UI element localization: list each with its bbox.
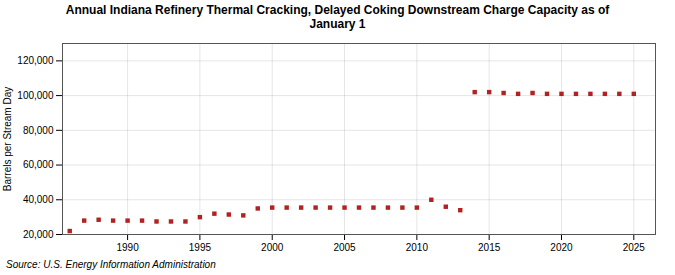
svg-text:2005: 2005 <box>333 242 356 253</box>
svg-text:40,000: 40,000 <box>23 194 54 205</box>
html-text:Annual Indiana Refinery Therma: Annual Indiana Refinery Thermal Cracking… <box>65 3 610 31</box>
svg-text:1990: 1990 <box>116 242 139 253</box>
svg-text:2020: 2020 <box>550 242 573 253</box>
svg-text:Barrels per Stream Day: Barrels per Stream Day <box>2 87 13 191</box>
svg-text:2015: 2015 <box>478 242 501 253</box>
svg-text:1995: 1995 <box>189 242 212 253</box>
html-text:Source: U.S. Energy Informatio: Source: U.S. Energy Information Administ… <box>6 259 216 270</box>
svg-text:60,000: 60,000 <box>23 159 54 170</box>
svg-text:2010: 2010 <box>406 242 429 253</box>
svg-text:20,000: 20,000 <box>23 229 54 240</box>
svg-text:100,000: 100,000 <box>17 90 54 101</box>
svg-text:80,000: 80,000 <box>23 125 54 136</box>
svg-text:120,000: 120,000 <box>17 55 54 66</box>
svg-text:2000: 2000 <box>261 242 284 253</box>
svg-text:2025: 2025 <box>623 242 646 253</box>
